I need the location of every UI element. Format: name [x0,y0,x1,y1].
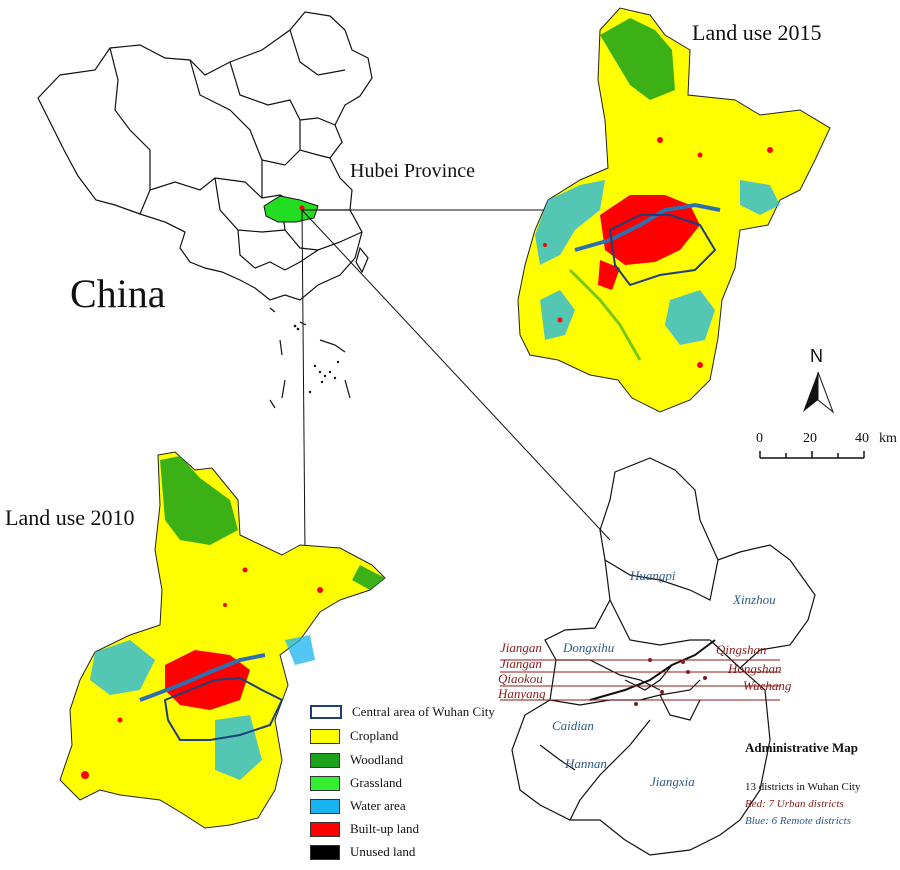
legend-swatch [310,798,340,814]
legend-item-unused-land: Unused land [310,842,415,862]
scale-unit: km [879,431,897,446]
admin-leader-lines [500,659,780,701]
legend-item-built-up-land: Built-up land [310,819,419,839]
admin-note-blue: Blue: 6 Remote districts [745,815,852,827]
district-jiangxia: Jiangxia [650,774,695,789]
china-map [37,11,373,409]
china-label: China [70,271,166,316]
district-hongshan: Hongshan [728,661,782,676]
district-jiangan-2: Jiangan [500,656,542,671]
connector-lines [301,209,611,553]
district-xinzhou: Xinzhou [733,592,776,607]
legend-swatch [310,752,340,768]
legend-label: Built-up land [350,821,419,836]
district-hannan: Hannan [565,756,607,771]
legend-item-grassland: Grassland [310,773,402,793]
legend-label: Unused land [350,844,416,859]
hubei-highlight [263,195,319,223]
wuhan-marker [299,205,305,211]
legend-swatch [310,705,342,719]
legend-label: Water area [350,798,406,813]
district-caidian: Caidian [552,718,594,733]
legend-item-woodland: Woodland [310,750,403,770]
legend-label: Central area of Wuhan City [352,704,495,719]
admin-note-total: 13 districts in Wuhan City [745,781,861,793]
district-dongxihu: Dongxihu [563,640,615,655]
legend-item-water-area: Water area [310,796,406,816]
landuse-2010-map [59,451,386,829]
district-huangpi: Huangpi [630,568,676,583]
legend-label: Grassland [350,775,402,790]
landuse-2015-map [517,7,831,413]
district-hanyang: Hanyang [498,686,546,701]
hubei-province-label: Hubei Province [350,160,475,182]
north-arrow-graphic [803,371,835,414]
legend-swatch [310,844,340,860]
admin-map-title: Administrative Map [745,740,859,755]
scale-tick-0: 0 [756,431,763,446]
legend-swatch [310,775,340,791]
admin-note-red: Red: 7 Urban districts [745,798,844,810]
district-jiangan-1: Jiangan [500,640,542,655]
south-china-sea-islands [293,324,340,394]
district-qingshan: Qingshan [716,642,767,657]
legend-item-central-area: Central area of Wuhan City [310,702,495,722]
legend-label: Woodland [350,752,404,767]
district-wuchang: Wuchang [743,678,792,693]
legend-swatch [310,728,340,744]
land-use-2010-title: Land use 2010 [5,505,135,530]
scale-tick-40: 40 [855,431,869,446]
north-arrow-label: N [810,346,823,366]
legend-swatch [310,821,340,837]
admin-map [511,457,816,856]
legend-item-cropland: Cropland [310,726,398,746]
district-qiaokou: Qiaokou [498,671,543,686]
legend-label: Cropland [350,728,399,743]
land-use-2015-title: Land use 2015 [692,20,822,45]
scale-bar-graphic [759,451,865,459]
scale-tick-20: 20 [803,431,817,446]
